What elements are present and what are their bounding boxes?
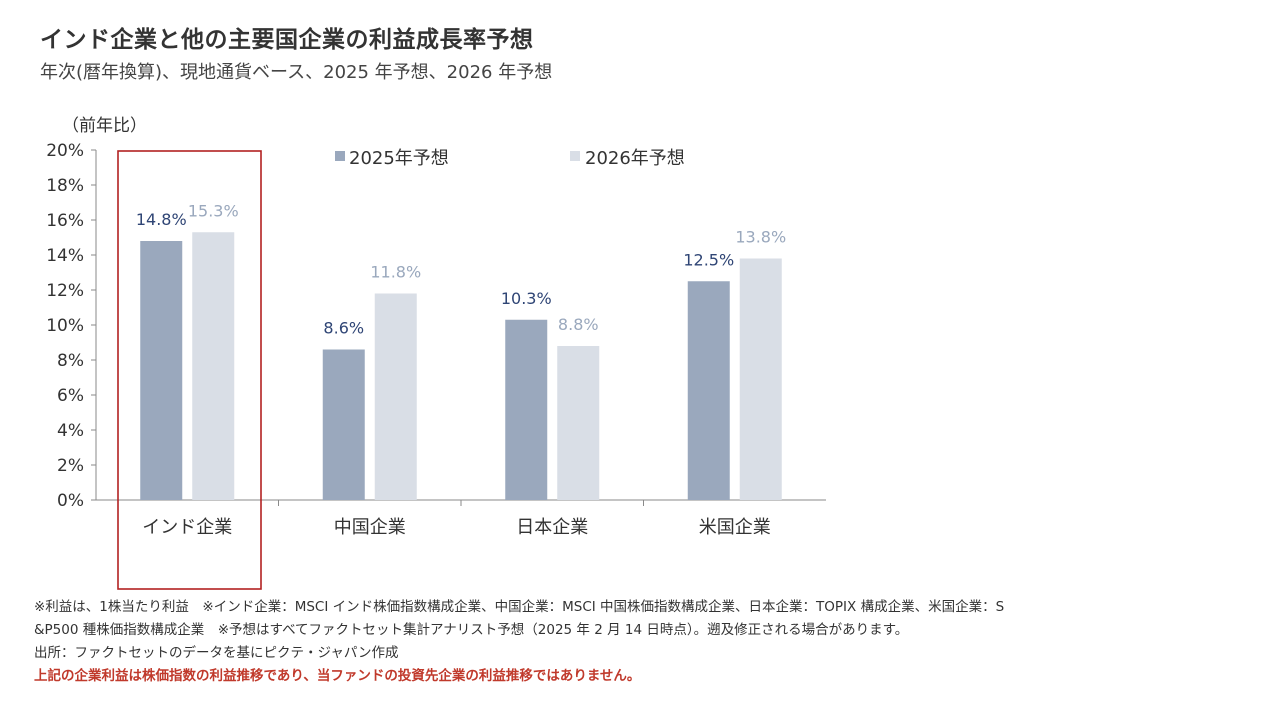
y-tick-label: 16% xyxy=(46,211,84,231)
data-label: 8.6% xyxy=(323,319,364,338)
bar xyxy=(374,293,417,500)
bar xyxy=(140,241,183,500)
data-label: 10.3% xyxy=(501,289,552,308)
y-tick-label: 8% xyxy=(57,351,84,371)
data-label: 8.8% xyxy=(558,315,599,334)
highlight-box xyxy=(117,150,262,590)
data-label: 13.8% xyxy=(735,228,786,247)
chart-title: インド企業と他の主要国企業の利益成長率予想 xyxy=(40,27,534,53)
bar xyxy=(557,346,600,500)
y-axis-label: （前年比） xyxy=(62,116,147,136)
bar xyxy=(739,258,782,500)
data-label: 11.8% xyxy=(370,263,421,282)
x-tick-label: 米国企業 xyxy=(699,517,771,538)
y-tick-label: 4% xyxy=(57,421,84,441)
y-tick-label: 12% xyxy=(46,281,84,301)
footnotes: ※利益は、1株当たり利益 ※インド企業：MSCI インド株価指数構成企業、中国企… xyxy=(34,596,1244,688)
bar xyxy=(322,349,365,500)
disclaimer: 上記の企業利益は株価指数の利益推移であり、当ファンドの投資先企業の利益推移ではあ… xyxy=(34,668,641,684)
footnote-line: ※利益は、1株当たり利益 ※インド企業：MSCI インド株価指数構成企業、中国企… xyxy=(34,599,1005,615)
data-label: 14.8% xyxy=(136,210,187,229)
source-line: 出所：ファクトセットのデータを基にピクテ・ジャパン作成 xyxy=(34,645,399,661)
legend-swatch xyxy=(335,151,345,161)
y-tick-label: 14% xyxy=(46,246,84,266)
legend-label: 2025年予想 xyxy=(349,148,449,169)
y-tick-label: 18% xyxy=(46,176,84,196)
y-tick-label: 6% xyxy=(57,386,84,406)
data-label: 15.3% xyxy=(188,201,239,220)
x-tick-label: インド企業 xyxy=(142,517,232,538)
bar xyxy=(687,281,730,500)
legend-label: 2026年予想 xyxy=(585,148,685,169)
legend-swatch xyxy=(570,151,580,161)
y-tick-label: 0% xyxy=(57,491,84,511)
data-label: 12.5% xyxy=(683,250,734,269)
y-tick-label: 10% xyxy=(46,316,84,336)
y-tick-label: 2% xyxy=(57,456,84,476)
x-tick-label: 中国企業 xyxy=(334,517,406,538)
y-tick-label: 20% xyxy=(46,141,84,161)
x-tick-label: 日本企業 xyxy=(516,517,588,538)
bar xyxy=(505,319,548,500)
footnote-line: &P500 種株価指数構成企業 ※予想はすべてファクトセット集計アナリスト予想（… xyxy=(34,622,909,638)
bar xyxy=(192,232,235,500)
bar-chart: （前年比） 0% 2% 4% 6% 8% 10% 12% 14% 16% 18% 20% 14.8% 15… xyxy=(46,116,826,590)
chart-subtitle: 年次(暦年換算)、現地通貨ベース、2025 年予想、2026 年予想 xyxy=(40,62,553,83)
